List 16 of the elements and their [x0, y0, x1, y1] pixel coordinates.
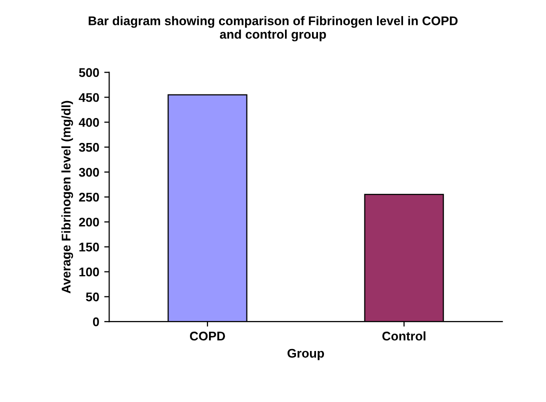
chart-title: Bar diagram showing comparison of Fibrinogen level in COPD and control group — [88, 16, 458, 42]
y-tick-label: 450 — [78, 93, 99, 102]
y-tick-label: 500 — [79, 68, 99, 78]
x-tick-label: Control — [382, 331, 426, 341]
x-axis-title: Group — [288, 348, 324, 360]
y-tick-label: 50 — [86, 292, 99, 302]
y-tick-label: 200 — [79, 218, 99, 227]
y-tick-label: 350 — [78, 142, 99, 152]
y-axis-title: Average Fibrinogen level (mg/dl) — [61, 100, 74, 294]
y-tick-label: 250 — [79, 192, 99, 202]
y-tick-label: 0 — [93, 317, 99, 326]
y-tick-label: 300 — [78, 168, 99, 177]
y-tick-label: 400 — [78, 118, 99, 127]
y-tick-label: 100 — [79, 268, 99, 276]
x-tick-label: COPD — [190, 332, 226, 341]
y-tick-label: 150 — [79, 242, 99, 252]
